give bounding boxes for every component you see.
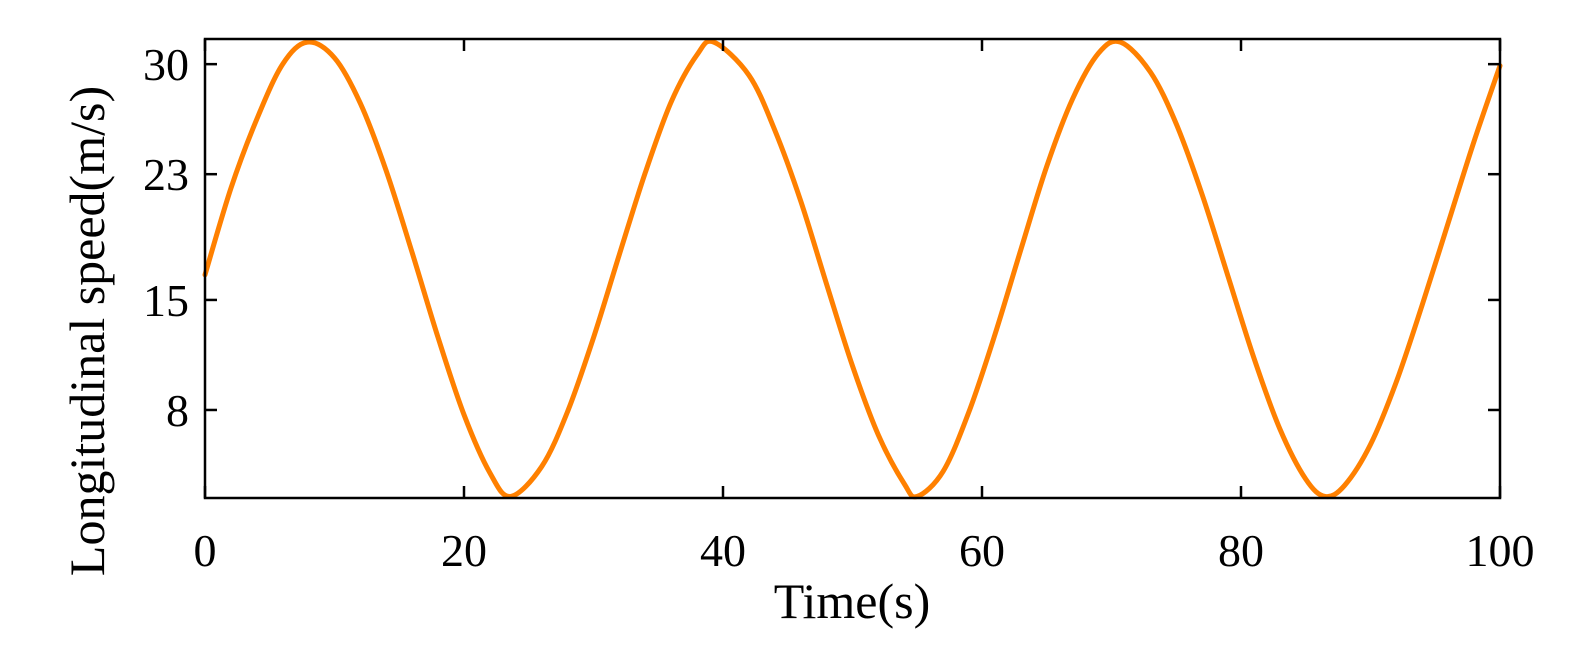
- series-line-0: [202, 38, 1503, 500]
- y-axis-label: Longitudinal speed(m/s): [59, 86, 115, 576]
- x-tick-label: 40: [700, 525, 746, 576]
- x-tick-label: 0: [194, 525, 217, 576]
- x-axis-label: Time(s): [774, 573, 931, 629]
- y-tick-label: 8: [166, 385, 189, 436]
- plot-frame: [203, 37, 1502, 500]
- axis-ticks: 0 20 40 60 80 100 8 15 23 30: [143, 39, 1535, 576]
- x-tick-label: 100: [1466, 525, 1535, 576]
- x-tick-label: 60: [959, 525, 1005, 576]
- plot-marks: [202, 38, 1503, 500]
- y-tick-label: 23: [143, 149, 189, 200]
- x-tick-label: 20: [441, 525, 487, 576]
- y-tick-label: 15: [143, 275, 189, 326]
- x-tick-label: 80: [1218, 525, 1264, 576]
- y-tick-label: 30: [143, 39, 189, 90]
